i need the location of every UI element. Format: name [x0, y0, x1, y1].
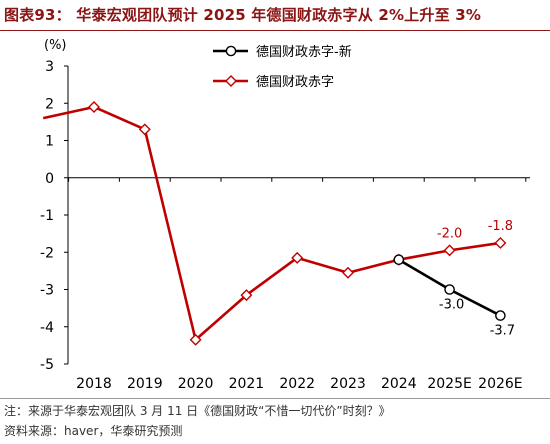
y-tick-label: -3 — [40, 283, 54, 299]
x-tick-label: 2020 — [178, 376, 214, 392]
legend-item-new-label: 德国财政赤字-新 — [256, 44, 352, 60]
data-label: -3.0 — [439, 298, 464, 313]
series-original-point — [240, 289, 253, 302]
x-tick-label: 2026E — [478, 376, 522, 392]
legend-item-original-swatch-marker — [225, 75, 237, 87]
y-tick-label: -1 — [40, 208, 54, 224]
series-original-point — [138, 123, 151, 136]
y-tick-label: -4 — [40, 320, 54, 336]
x-tick-label: 2018 — [76, 376, 112, 392]
series-original-point — [189, 333, 202, 346]
y-tick-label: 3 — [45, 59, 54, 75]
legend-item-new: 德国财政赤字-新 — [213, 44, 352, 60]
x-tick-label: 2024 — [381, 376, 417, 392]
line-chart: (%) 3 2 1 0 -1 -2 -3 -4 -5 2018 2019 2020 2021 2022 202… — [40, 38, 530, 392]
series-new-point — [393, 254, 405, 265]
series-original-line — [42, 105, 501, 342]
y-axis-unit: (%) — [44, 38, 67, 53]
data-source: 资料来源：haver，华泰研究预测 — [4, 424, 183, 438]
x-tick-label: 2023 — [330, 376, 366, 392]
data-labels: -2.0 -1.8 -3.0 -3.7 — [437, 219, 515, 339]
x-tick-label: 2025E — [427, 376, 471, 392]
series-new-point — [444, 284, 455, 295]
data-label: -3.7 — [490, 324, 515, 339]
y-tick-label: -2 — [40, 245, 54, 261]
chart-axes: (%) 3 2 1 0 -1 -2 -3 -4 -5 2018 2019 2020 2021 2022 202… — [40, 38, 530, 392]
series-original-point — [443, 244, 456, 257]
title-divider — [0, 30, 550, 31]
chart-title: 图表93： 华泰宏观团队预计 2025 年德国财政赤字从 2%上升至 3% — [4, 6, 482, 24]
legend-item-new-swatch-marker — [225, 45, 237, 57]
y-tick-label: 1 — [45, 134, 54, 150]
data-label: -2.0 — [437, 226, 462, 241]
series-original-point — [88, 100, 100, 113]
y-tick-label: 0 — [45, 171, 54, 187]
data-label: -1.8 — [488, 219, 513, 234]
chart-series — [42, 100, 507, 346]
x-tick-label: 2021 — [229, 376, 265, 392]
x-tick-label: 2019 — [127, 376, 163, 392]
y-tick-label: 2 — [45, 96, 54, 112]
y-tick-label: -5 — [40, 357, 54, 373]
footer-divider — [0, 398, 550, 399]
legend-item-original: 德国财政赤字 — [213, 75, 334, 90]
source-note: 注：来源于华泰宏观团队 3 月 11 日《德国财政“不惜一切代价”时刻？》 — [4, 404, 391, 418]
series-original-point — [342, 266, 354, 279]
series-new-point — [495, 310, 506, 321]
series-original-point — [494, 236, 507, 249]
legend-item-original-label: 德国财政赤字 — [256, 75, 334, 90]
series-original-point — [291, 251, 304, 264]
x-tick-label: 2022 — [279, 376, 315, 392]
